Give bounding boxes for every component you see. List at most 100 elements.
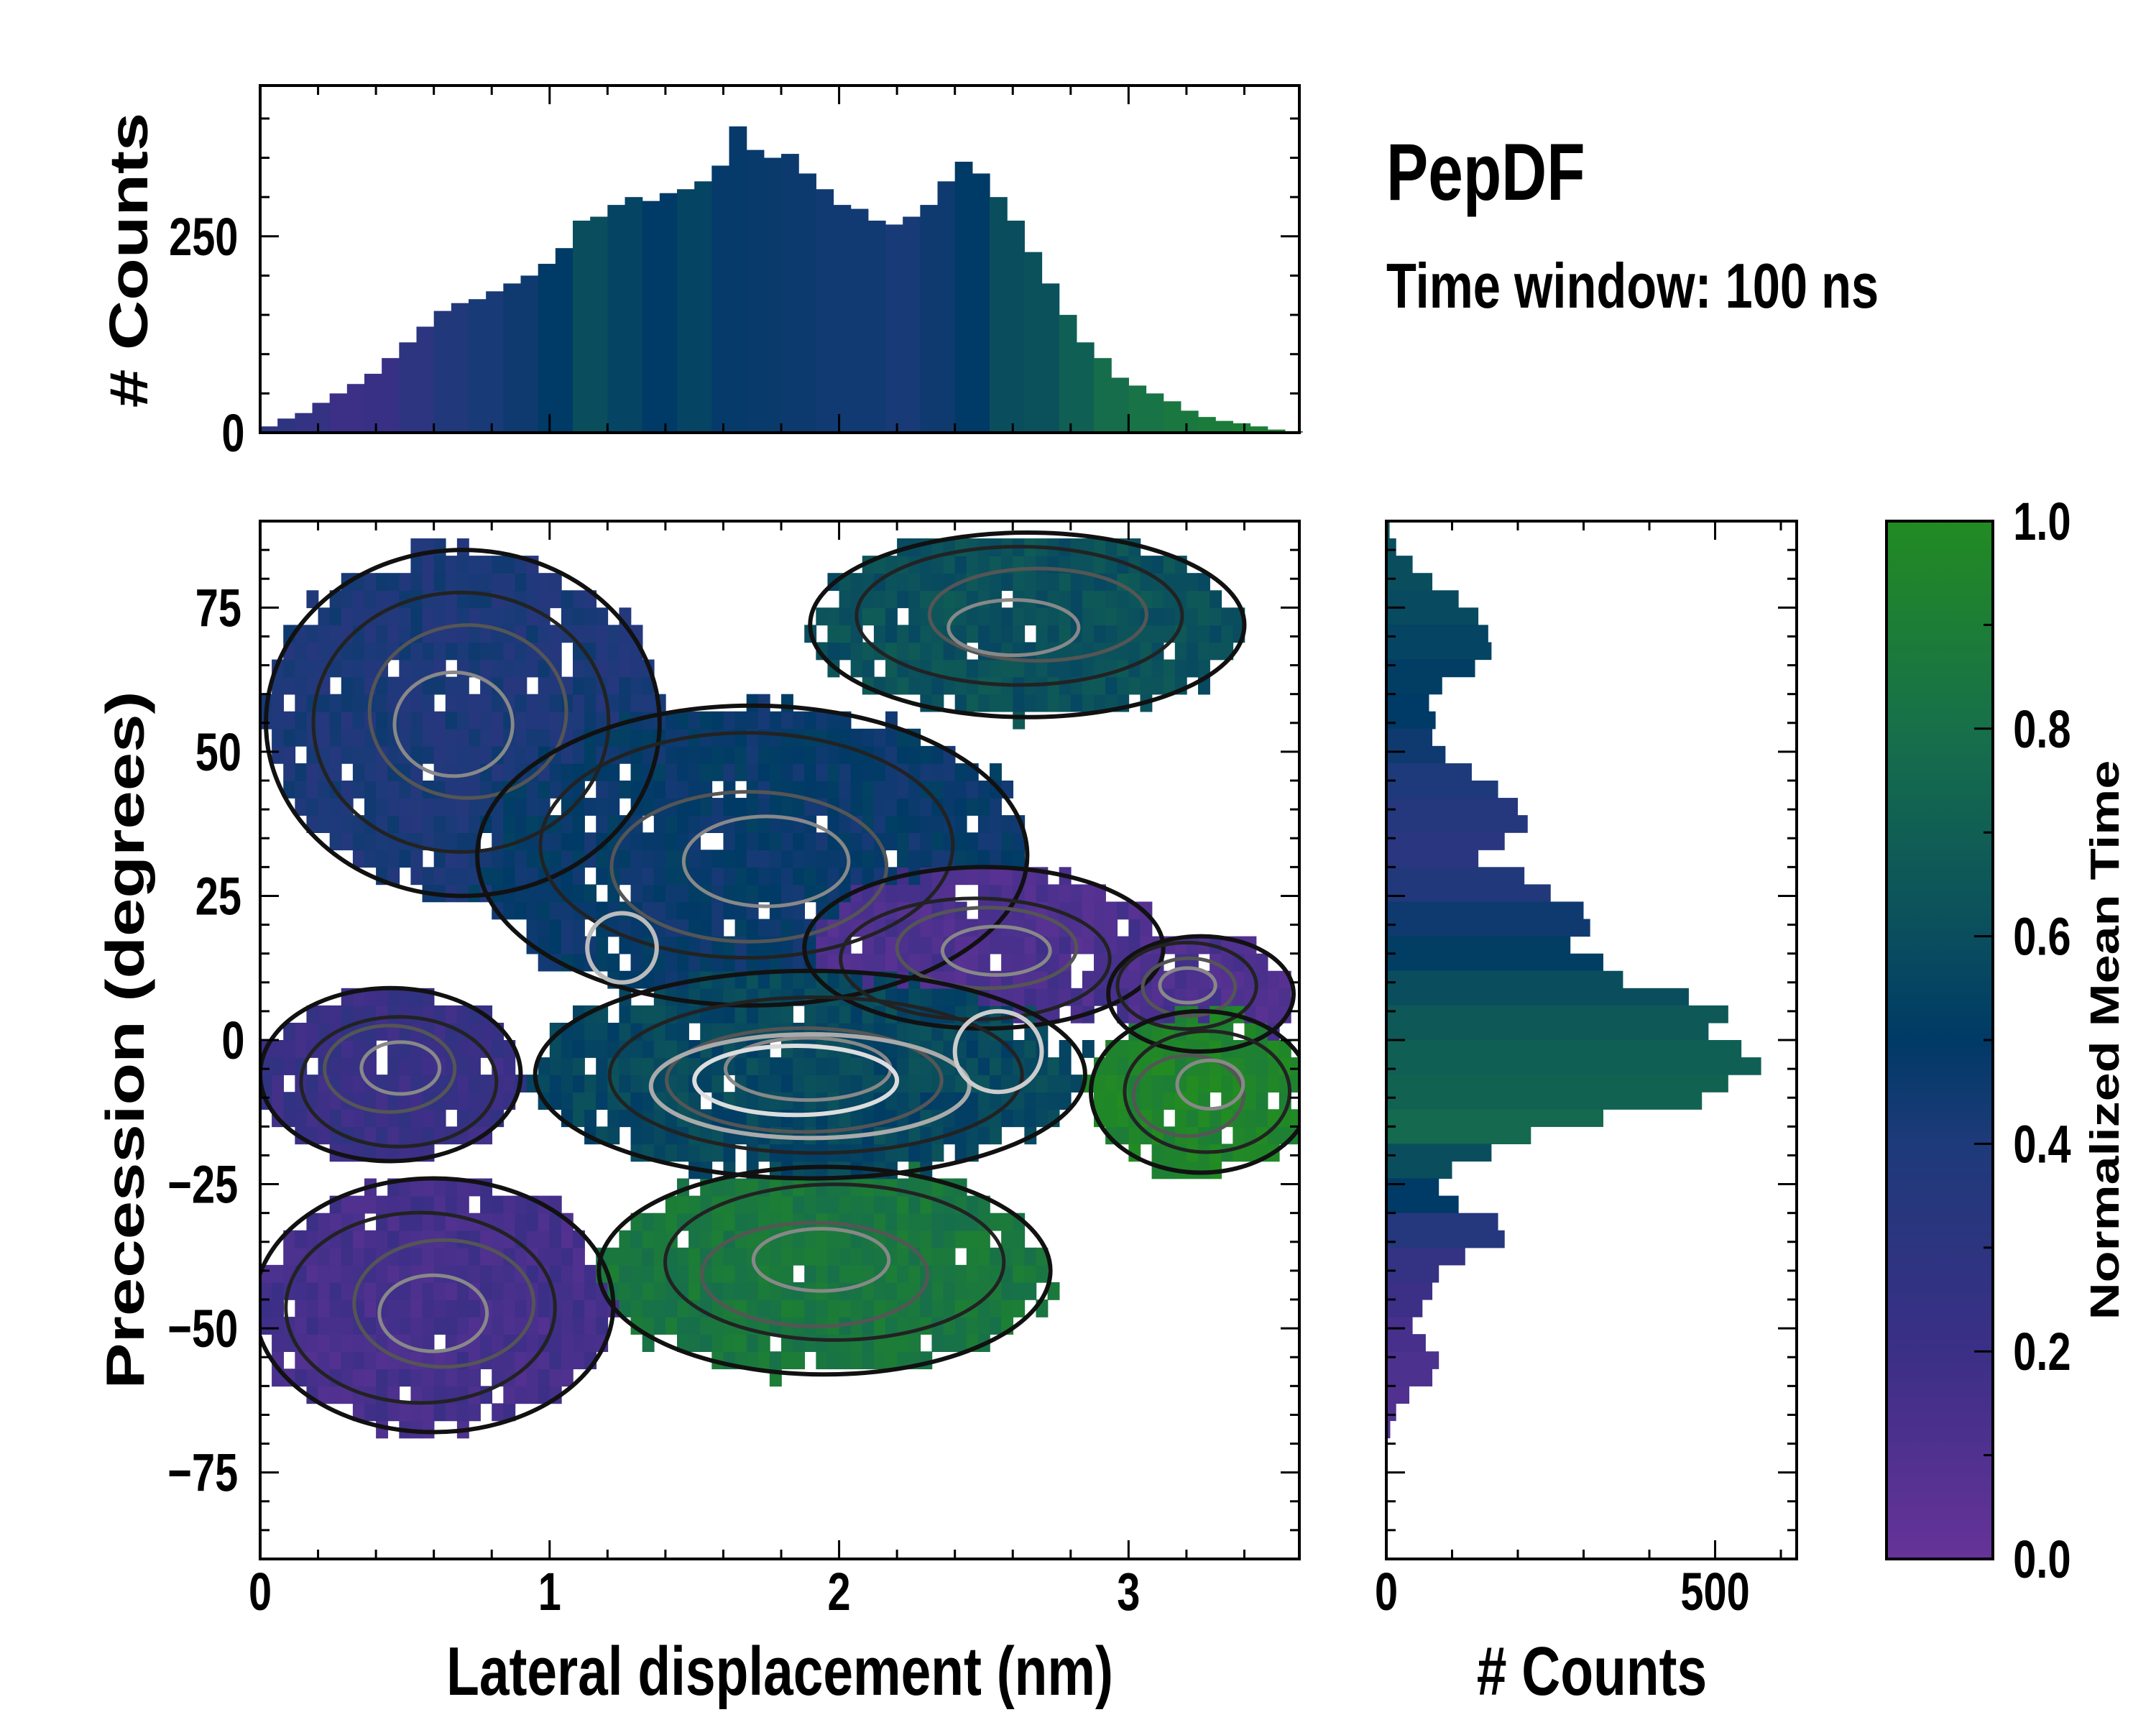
heatmap-cell xyxy=(376,850,389,868)
heatmap-cell xyxy=(352,1230,365,1248)
heatmap-cell xyxy=(630,867,643,886)
heatmap-cell xyxy=(364,642,377,661)
heatmap-cell xyxy=(943,1040,956,1058)
heatmap-cell xyxy=(364,781,377,799)
heatmap-cell xyxy=(272,1317,285,1335)
heatmap-cell xyxy=(700,953,713,972)
heatmap-cell xyxy=(306,1264,319,1283)
heatmap-cell xyxy=(769,1282,782,1300)
heatmap-cell xyxy=(1140,1092,1153,1110)
heatmap-cell xyxy=(746,763,759,781)
heatmap-cell xyxy=(931,573,944,592)
heatmap-cell xyxy=(688,1317,701,1335)
heatmap-cell xyxy=(1070,884,1083,903)
heatmap-cell xyxy=(677,1075,689,1092)
top-hist-bar xyxy=(781,154,799,433)
heatmap-cell xyxy=(642,798,655,816)
right-hist-bar xyxy=(1386,763,1472,781)
heatmap-cell xyxy=(757,1005,770,1024)
heatmap-cell xyxy=(816,1178,829,1197)
right-hist-bar xyxy=(1386,538,1396,556)
heatmap-cell xyxy=(1290,1057,1299,1075)
heatmap-cell xyxy=(445,625,458,643)
heatmap-cell xyxy=(746,1005,759,1024)
heatmap-cell xyxy=(619,1300,632,1317)
right-hist-bar xyxy=(1386,1230,1505,1248)
heatmap-cell xyxy=(908,1092,921,1110)
top-hist-bar xyxy=(1163,401,1181,433)
heatmap-cell xyxy=(827,815,840,833)
heatmap-cell xyxy=(630,659,643,678)
heatmap-cell xyxy=(769,1057,782,1075)
heatmap-cell xyxy=(688,763,701,781)
heatmap-cell xyxy=(781,745,793,764)
right-hist-bar xyxy=(1386,867,1525,885)
top-hist-bar xyxy=(903,216,921,433)
heatmap-cell xyxy=(549,642,562,661)
heatmap-cell xyxy=(329,763,342,781)
heatmap-cell xyxy=(757,815,770,833)
heatmap-cell xyxy=(538,919,550,937)
heatmap-cell xyxy=(573,1300,585,1317)
heatmap-cell xyxy=(1105,1092,1118,1110)
heatmap-cell xyxy=(931,919,944,937)
heatmap-cell xyxy=(862,1351,875,1370)
heatmap-cell xyxy=(677,745,689,764)
heatmap-cell xyxy=(850,728,863,747)
heatmap-cell xyxy=(422,1386,435,1404)
heatmap-cell xyxy=(850,1247,863,1266)
heatmap-cell xyxy=(1198,642,1210,661)
heatmap-cell xyxy=(1186,642,1199,661)
heatmap-cell xyxy=(561,1317,573,1335)
right-hist-bar xyxy=(1386,1351,1439,1369)
heatmap-cell xyxy=(352,590,365,609)
heatmap-cell xyxy=(410,1386,423,1404)
heatmap-cell xyxy=(480,1040,493,1058)
heatmap-cell xyxy=(1094,590,1106,609)
heatmap-cell xyxy=(445,1092,458,1110)
heatmap-cell xyxy=(746,711,759,730)
heatmap-cell xyxy=(341,694,354,712)
heatmap-cell xyxy=(850,642,863,661)
heatmap-cell xyxy=(1117,676,1130,695)
heatmap-cell xyxy=(1163,1075,1176,1092)
heatmap-cell xyxy=(352,607,365,626)
heatmap-cell xyxy=(977,850,990,868)
heatmap-cell xyxy=(1163,676,1176,695)
heatmap-cell xyxy=(653,1109,666,1128)
heatmap-cell xyxy=(769,884,782,903)
heatmap-cell xyxy=(549,590,562,609)
heatmap-cell xyxy=(1047,884,1060,903)
heatmap-cell xyxy=(1024,1057,1037,1075)
heatmap-cell xyxy=(839,1075,852,1092)
heatmap-cell xyxy=(885,1040,898,1058)
heatmap-cell xyxy=(352,728,365,747)
heatmap-cell xyxy=(376,1144,389,1162)
heatmap-cell xyxy=(399,1092,412,1110)
heatmap-cell xyxy=(422,815,435,833)
top-hist-bar xyxy=(746,150,765,433)
heatmap-cell xyxy=(966,850,979,868)
top-hist-bar xyxy=(850,208,869,433)
heatmap-cell xyxy=(897,1351,910,1370)
heatmap-cell xyxy=(977,1264,990,1283)
heatmap-cell xyxy=(653,1282,666,1300)
density-contour-outer xyxy=(260,985,523,1164)
heatmap-cell xyxy=(723,1334,736,1352)
heatmap-cell xyxy=(341,1195,354,1214)
heatmap-cell xyxy=(990,1282,1002,1300)
heatmap-cell xyxy=(769,1351,782,1370)
heatmap-cell xyxy=(272,676,285,695)
heatmap-cell xyxy=(456,607,469,626)
heatmap-cell xyxy=(804,1247,817,1266)
heatmap-cell xyxy=(306,781,319,799)
heatmap-cell xyxy=(816,953,829,972)
heatmap-cell xyxy=(908,798,921,816)
heatmap-cell xyxy=(757,884,770,903)
heatmap-cell xyxy=(341,1230,354,1248)
heatmap-cell xyxy=(920,815,933,833)
right-hist-bar xyxy=(1386,573,1433,591)
heatmap-cell xyxy=(549,832,562,851)
top-hist-bar xyxy=(711,165,730,433)
heatmap-cell xyxy=(839,1005,852,1024)
